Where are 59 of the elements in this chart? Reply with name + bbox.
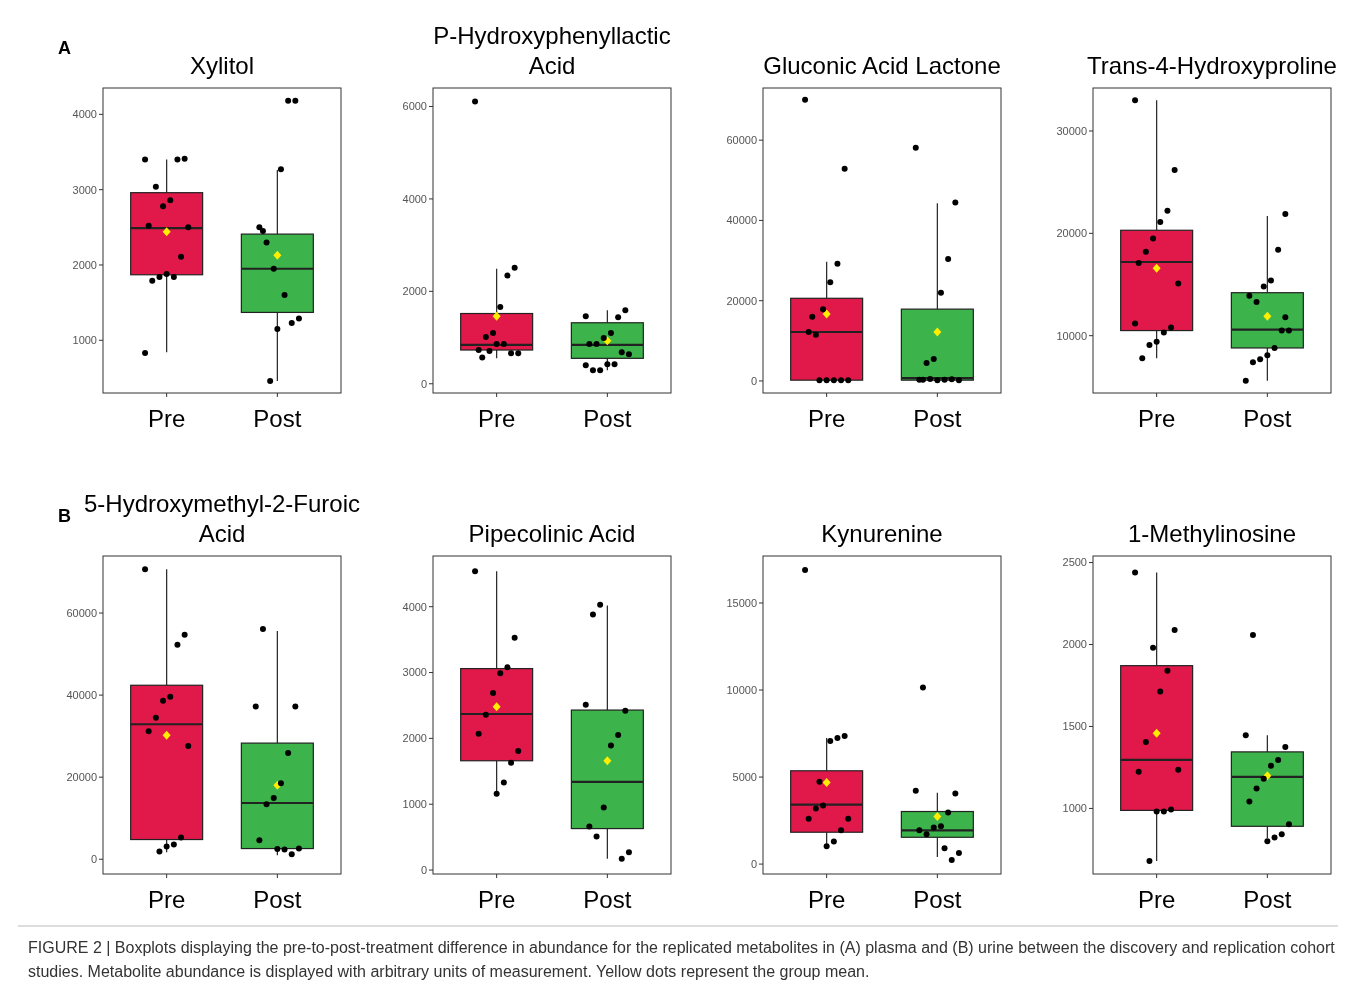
y-tick-label: 15000 bbox=[726, 596, 757, 609]
x-tick-label: Post bbox=[253, 886, 302, 913]
chart-title: Kynurenine bbox=[821, 520, 943, 547]
x-tick-label: Pre bbox=[807, 886, 846, 913]
chart-title: 1-Methylinosine bbox=[1127, 520, 1297, 547]
x-tick-label: Post bbox=[583, 886, 632, 913]
caption: FIGURE 2 | Boxplots displaying the pre-to-post-treatment difference in abundance for the replicated metabolites in (A) plasma and (B) urine between the discovery and replication cohort studies. Metabolite abundance is displayed with arbitrary units of measurement. Yellow dots represent the group mean. bbox=[28, 939, 1336, 980]
x-tick-label: Pre bbox=[477, 405, 516, 432]
y-tick-label: 10000 bbox=[726, 683, 757, 696]
y-tick-label: 3000 bbox=[402, 666, 427, 679]
y-tick-label: 0 bbox=[750, 857, 757, 870]
y-tick-label: 0 bbox=[90, 853, 97, 866]
y-tick-label: 60000 bbox=[66, 606, 97, 619]
x-tick-label: Pre bbox=[147, 886, 186, 913]
chart-title: Xylitol bbox=[189, 52, 255, 79]
y-tick-label: 0 bbox=[420, 863, 427, 876]
y-tick-label: 2000 bbox=[1062, 638, 1087, 651]
chart-title: 5-Hydroxymethyl-2-Furoic Acid bbox=[83, 490, 361, 547]
y-tick-label: 5000 bbox=[732, 770, 757, 783]
chart-title: Pipecolinic Acid bbox=[468, 520, 636, 547]
y-tick-label: 1000 bbox=[402, 798, 427, 811]
y-tick-label: 4000 bbox=[402, 192, 427, 205]
x-tick-label: Post bbox=[913, 886, 962, 913]
chart-title: Gluconic Acid Lactone bbox=[763, 52, 1001, 79]
y-tick-label: 0 bbox=[420, 377, 427, 390]
y-tick-label: 30000 bbox=[1056, 124, 1087, 137]
x-tick-label: Pre bbox=[807, 405, 846, 432]
x-tick-label: Post bbox=[583, 405, 632, 432]
x-tick-label: Post bbox=[913, 405, 962, 432]
text: B bbox=[58, 506, 71, 526]
x-tick-label: Pre bbox=[1137, 405, 1176, 432]
x-tick-label: Pre bbox=[147, 405, 186, 432]
y-tick-label: 3000 bbox=[72, 183, 97, 196]
y-tick-label: 40000 bbox=[726, 214, 757, 227]
text: A bbox=[58, 38, 71, 58]
y-tick-label: 20000 bbox=[66, 771, 97, 784]
y-tick-label: 0 bbox=[750, 374, 757, 387]
y-tick-label: 20000 bbox=[1056, 227, 1087, 240]
y-tick-label: 1000 bbox=[72, 334, 97, 347]
y-tick-label: 6000 bbox=[402, 100, 427, 113]
chart-title: Trans-4-Hydroxyproline bbox=[1087, 52, 1337, 79]
x-tick-label: Post bbox=[1243, 405, 1292, 432]
y-tick-label: 60000 bbox=[726, 134, 757, 147]
y-tick-label: 1000 bbox=[1062, 802, 1087, 815]
x-tick-label: Post bbox=[253, 405, 302, 432]
y-tick-label: 2000 bbox=[402, 732, 427, 745]
x-tick-label: Pre bbox=[1137, 886, 1176, 913]
chart-title: P-Hydroxyphenyllactic Acid bbox=[433, 22, 671, 79]
y-tick-label: 2000 bbox=[72, 258, 97, 271]
y-tick-label: 2000 bbox=[402, 285, 427, 298]
y-tick-label: 4000 bbox=[72, 108, 97, 121]
y-tick-label: 2500 bbox=[1062, 556, 1087, 569]
y-tick-label: 10000 bbox=[1056, 329, 1087, 342]
y-tick-label: 1500 bbox=[1062, 720, 1087, 733]
x-tick-label: Pre bbox=[477, 886, 516, 913]
y-tick-label: 4000 bbox=[402, 600, 427, 613]
y-tick-label: 20000 bbox=[726, 294, 757, 307]
x-tick-label: Post bbox=[1243, 886, 1292, 913]
y-tick-label: 40000 bbox=[66, 688, 97, 701]
